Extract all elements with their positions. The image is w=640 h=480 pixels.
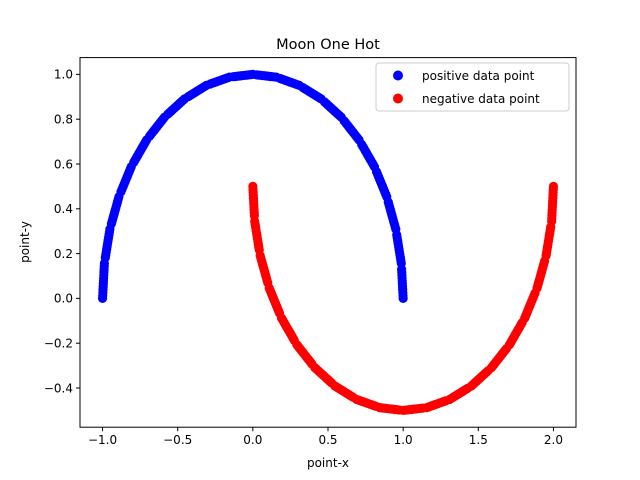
data-point: [548, 181, 559, 191]
legend-marker-positive: [393, 70, 403, 81]
y-tick-label: −0.4: [44, 381, 73, 395]
x-tick-label: 1.5: [469, 433, 488, 447]
x-tick-label: −0.5: [163, 433, 192, 447]
legend-marker-negative: [393, 93, 403, 104]
y-tick-label: −0.2: [44, 337, 73, 351]
y-tick-label: 0.4: [54, 202, 73, 216]
legend-label-negative: negative data point: [422, 92, 540, 106]
x-axis: −1.0 −0.5 0.0 0.5 1.0 1.5 2.0: [88, 427, 563, 447]
series-negative: [248, 181, 559, 415]
data-point: [97, 293, 108, 303]
legend: positive data point negative data point: [375, 62, 570, 112]
y-tick-label: 0.0: [54, 292, 73, 306]
y-tick-label: 1.0: [54, 68, 73, 82]
x-tick-label: 2.0: [544, 433, 563, 447]
y-axis: −0.4 −0.2 0.0 0.2 0.4 0.6 0.8 1.0: [44, 68, 80, 395]
legend-label-positive: positive data point: [422, 69, 535, 83]
y-tick-label: 0.8: [54, 113, 73, 127]
y-tick-label: 0.2: [54, 247, 73, 261]
y-tick-label: 0.6: [54, 157, 73, 171]
chart-title: Moon One Hot: [276, 37, 380, 53]
series-positive: [97, 69, 408, 303]
x-tick-label: 0.5: [318, 433, 337, 447]
x-tick-label: 1.0: [394, 433, 413, 447]
legend-frame: [375, 62, 570, 112]
x-axis-label: point-x: [307, 456, 349, 470]
plot-area: [97, 69, 559, 415]
x-tick-label: −1.0: [88, 433, 117, 447]
y-axis-label: point-y: [18, 221, 32, 263]
x-tick-label: 0.0: [243, 433, 262, 447]
